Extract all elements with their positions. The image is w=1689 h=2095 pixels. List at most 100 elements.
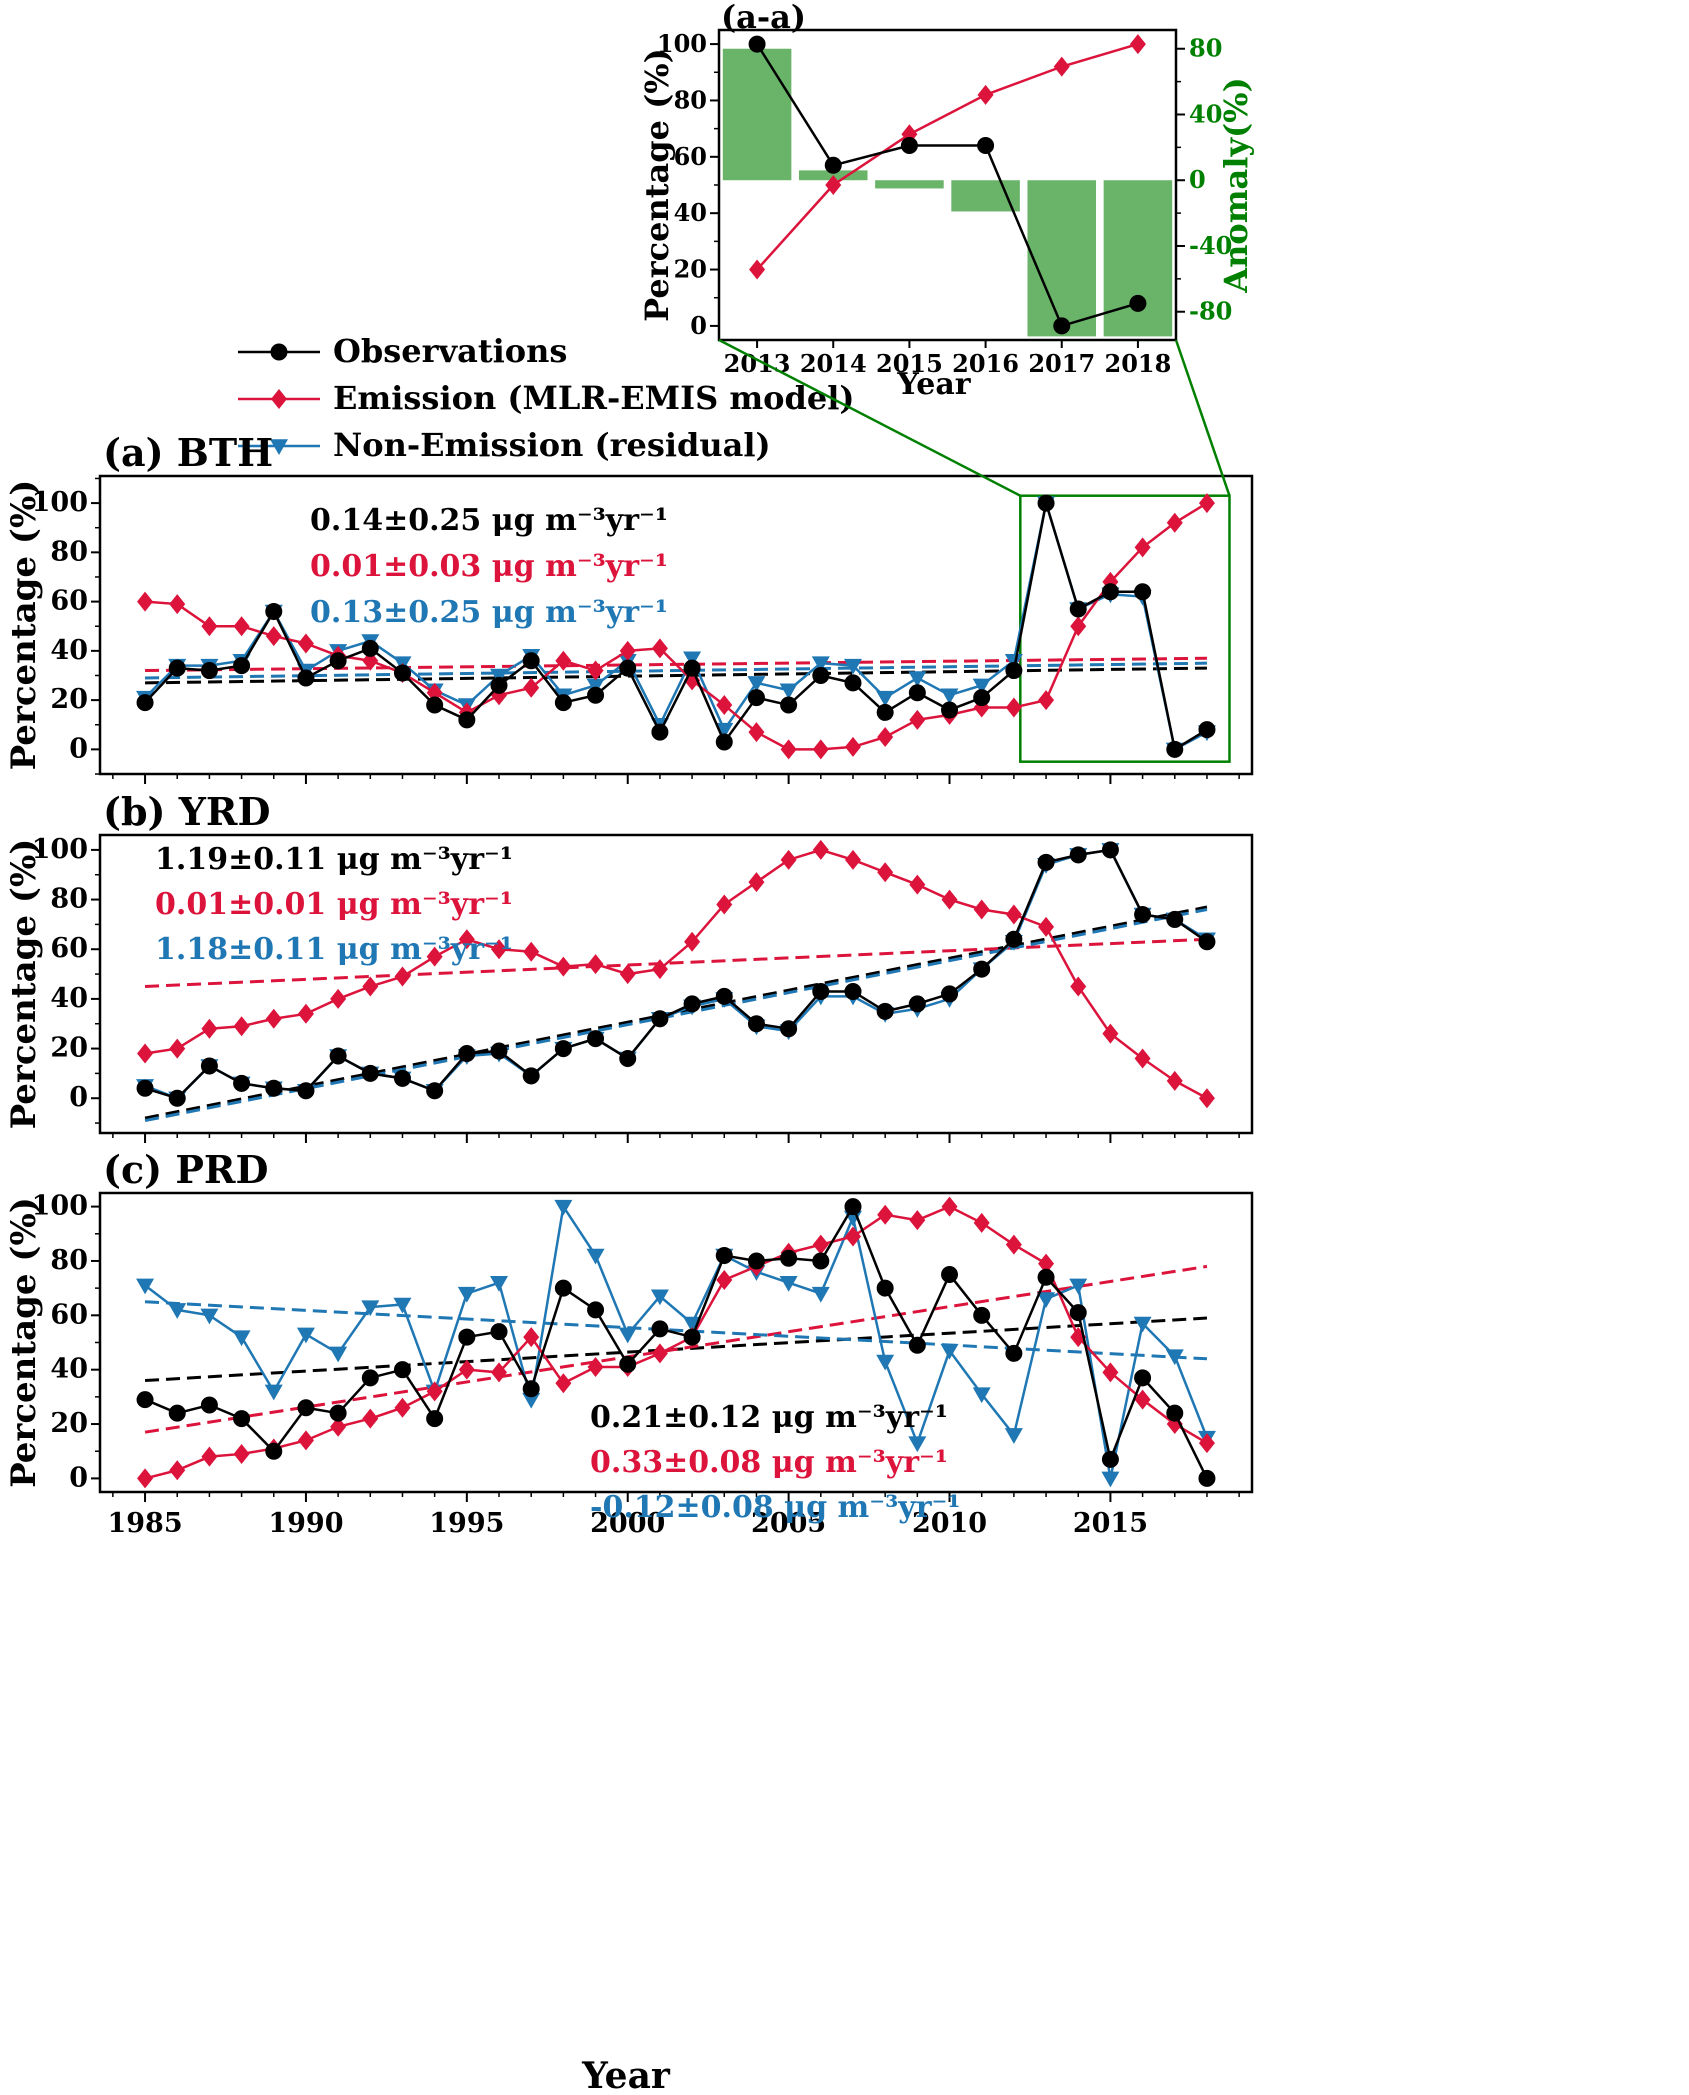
- point-observations-1995: [458, 1328, 476, 1346]
- point-emission-mlr-emis-model-2006: [812, 739, 829, 760]
- legend-marker: [270, 343, 288, 361]
- point-emission-mlr-emis-model-2009: [909, 1210, 926, 1231]
- point-observations-1988: [233, 1410, 251, 1428]
- point-observations-1994: [426, 1410, 444, 1428]
- point-observations-2007: [844, 982, 862, 1000]
- point-emission-mlr-emis-model-2010: [941, 1196, 958, 1217]
- point-non-emission-residual-1996: [490, 1275, 509, 1292]
- y-tick-label: 20: [674, 255, 707, 284]
- point-non-emission-residual-1997: [522, 1392, 541, 1409]
- point-observations-2001: [651, 1010, 669, 1028]
- point-non-emission-residual-2002: [683, 651, 702, 668]
- y-tick-label: 0: [69, 1462, 88, 1493]
- y-tick-label: 60: [50, 586, 88, 617]
- point-non-emission-residual-1991: [329, 1346, 348, 1363]
- y-tick-label: 60: [50, 1299, 88, 1330]
- point-observations-1985: [136, 1079, 154, 1097]
- point-observations-1994: [426, 696, 444, 714]
- trend-line-emission-mlr-emis-model: [144, 1264, 1208, 1434]
- point-emission-mlr-emis-model-1999: [587, 954, 604, 975]
- point-emission-mlr-emis-model-1986: [169, 594, 186, 615]
- point-observations-1986: [168, 1089, 186, 1107]
- point-emission-mlr-emis-model-2016: [977, 84, 994, 105]
- point-non-emission-residual-1999: [586, 678, 605, 695]
- x-tick-label: 2017: [1028, 349, 1095, 378]
- point-emission-mlr-emis-model-2016: [1134, 1048, 1151, 1069]
- x-tick-label: 2010: [912, 1508, 987, 1539]
- point-non-emission-residual-1988: [232, 1330, 251, 1347]
- y-tick-label: 40: [674, 198, 707, 227]
- point-observations-2017: [1166, 910, 1184, 928]
- point-observations-2015: [1101, 583, 1119, 601]
- point-emission-mlr-emis-model-2017: [1166, 512, 1183, 533]
- trend-annotation-observations: 1.19±0.11 μg m⁻³yr⁻¹: [155, 842, 513, 877]
- trend-line-emission-mlr-emis-model: [144, 937, 1208, 988]
- y2-tick-label: -40: [1189, 231, 1232, 260]
- point-emission-mlr-emis-model-2000: [619, 964, 636, 985]
- point-observations-2014: [1069, 846, 1087, 864]
- point-emission-mlr-emis-model-2001: [651, 959, 668, 980]
- anomaly-bar-2018: [1103, 180, 1173, 337]
- point-observations-2004: [747, 1252, 765, 1270]
- point-non-emission-residual-2010: [940, 688, 959, 705]
- point-emission-mlr-emis-model-1985: [137, 1468, 154, 1489]
- point-emission-mlr-emis-model-2009: [909, 709, 926, 730]
- point-observations-2015: [900, 137, 918, 155]
- point-observations-2012: [1005, 662, 1023, 680]
- point-non-emission-residual-2005: [779, 683, 798, 700]
- point-observations-1990: [297, 1082, 315, 1100]
- point-observations-1989: [265, 1442, 283, 1460]
- point-emission-mlr-emis-model-2014: [825, 175, 842, 195]
- point-emission-mlr-emis-model-1997: [523, 1327, 540, 1348]
- point-observations-1987: [200, 1057, 218, 1075]
- point-non-emission-residual-2016: [1133, 1316, 1152, 1333]
- point-observations-1996: [490, 1323, 508, 1341]
- point-emission-mlr-emis-model-1999: [587, 660, 604, 681]
- point-observations-1994: [426, 1082, 444, 1100]
- point-emission-mlr-emis-model-2013: [1038, 916, 1055, 937]
- zoom-highlight-box: [1019, 494, 1231, 763]
- point-non-emission-residual-2013: [1037, 1292, 1056, 1309]
- point-observations-2007: [844, 1198, 862, 1216]
- point-emission-mlr-emis-model-1995: [458, 1359, 475, 1380]
- point-emission-mlr-emis-model-2013: [1038, 1253, 1055, 1274]
- y-tick-label: 60: [50, 933, 88, 964]
- point-emission-mlr-emis-model-2016: [1134, 537, 1151, 558]
- point-observations-1991: [329, 652, 347, 670]
- point-emission-mlr-emis-model-1985: [137, 1043, 154, 1064]
- point-non-emission-residual-2000: [618, 1327, 637, 1344]
- point-observations-2016: [977, 137, 995, 155]
- x-tick-label: 2014: [800, 349, 867, 378]
- point-observations-2012: [1005, 930, 1023, 948]
- point-emission-mlr-emis-model-1987: [201, 1018, 218, 1039]
- point-emission-mlr-emis-model-2001: [651, 1343, 668, 1364]
- point-observations-2005: [780, 1020, 798, 1038]
- point-observations-2003: [715, 987, 733, 1005]
- point-emission-mlr-emis-model-1986: [169, 1038, 186, 1059]
- point-observations-1997: [522, 1380, 540, 1398]
- point-observations-1990: [297, 1399, 315, 1417]
- point-observations-1991: [329, 1404, 347, 1422]
- trend-line-observations: [144, 905, 1208, 1120]
- point-non-emission-residual-2008: [876, 690, 895, 707]
- anomaly-bar-2016: [951, 180, 1020, 212]
- point-non-emission-residual-1987: [200, 1308, 219, 1325]
- point-non-emission-residual-2006: [811, 1286, 830, 1303]
- point-observations-1992: [361, 1369, 379, 1387]
- point-emission-mlr-emis-model-2004: [748, 722, 765, 743]
- inset-chart-2013-2018: 0 20 40 60 80 100 2013 2014 2015 2016 2017 2018 (a-a…: [638, 0, 1255, 402]
- anomaly-bar-2013: [722, 48, 792, 181]
- legend-marker: [270, 439, 288, 455]
- point-observations-2004: [747, 1015, 765, 1033]
- point-non-emission-residual-1990: [296, 1327, 315, 1344]
- point-observations-2014: [1069, 600, 1087, 618]
- x-tick-label: 2015: [876, 349, 943, 378]
- point-observations-2010: [941, 1266, 959, 1284]
- point-observations-2000: [619, 1050, 637, 1067]
- trend-annotation-observations: 0.21±0.12 μg m⁻³yr⁻¹: [590, 1400, 948, 1435]
- y-tick-label: 40: [50, 1354, 88, 1385]
- point-observations-1996: [490, 676, 508, 694]
- point-observations-1993: [393, 664, 411, 682]
- y-tick-label: 20: [50, 684, 88, 715]
- bth-chart: 0 20 40 60 80 100 (a) BTH Percentage (%) 0.14±0.…: [4, 430, 1254, 784]
